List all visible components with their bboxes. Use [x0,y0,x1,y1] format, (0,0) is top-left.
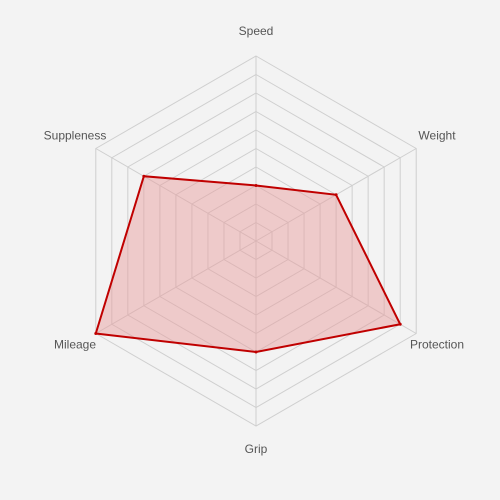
axis-label-protection: Protection [410,338,464,352]
data-point-speed [254,184,258,187]
axis-label-weight: Weight [418,129,456,143]
series-layer [94,174,402,354]
data-point-weight [334,193,338,197]
grid-spoke-protection [255,240,417,334]
data-point-mileage [94,332,98,335]
data-point-suppleness [142,174,146,178]
axis-label-suppleness: Suppleness [44,129,107,143]
grid-spoke-mileage [95,240,257,334]
axis-label-speed: Speed [239,24,274,38]
axis-label-mileage: Mileage [54,338,96,352]
grid-spoke-suppleness [95,148,257,242]
series-area-0 [94,175,402,354]
data-point-grip [254,350,258,354]
axis-label-grip: Grip [245,442,268,456]
axis-label-layer: Speed Weight Protection Grip Mileage Supplene… [44,24,464,456]
data-point-protection [398,322,402,326]
